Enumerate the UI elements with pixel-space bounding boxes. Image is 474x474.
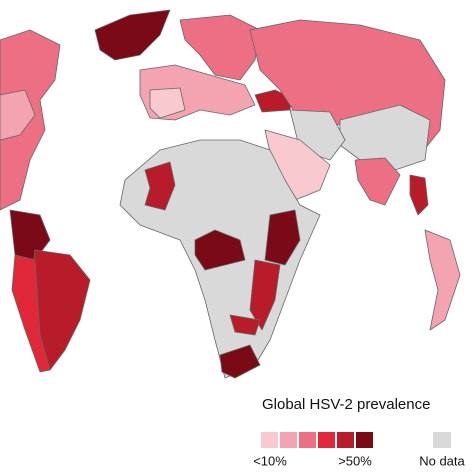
central-africa-region	[194, 229, 246, 271]
legend-swatch	[337, 432, 354, 448]
china	[339, 104, 431, 171]
globe	[0, 9, 461, 379]
south-africa-region	[219, 344, 261, 379]
east-africa-region	[264, 209, 301, 266]
legend-swatch	[318, 432, 335, 448]
andes-region	[11, 254, 51, 373]
scandinavia	[179, 14, 261, 81]
legend-no-data-label: No data	[419, 453, 465, 468]
legend: Global HSV-2 prevalence <10% >50% No dat…	[253, 396, 465, 468]
legend-swatch	[261, 432, 278, 448]
legend-high-label: >50%	[338, 453, 372, 468]
west-africa-region	[144, 161, 176, 211]
southeast-africa-region	[249, 259, 281, 331]
no-data-swatch	[433, 432, 451, 448]
greenland	[94, 9, 171, 61]
legend-low-label: <10%	[253, 453, 287, 468]
legend-swatch	[280, 432, 297, 448]
india	[354, 157, 401, 206]
legend-swatch	[299, 432, 316, 448]
southeast-asia	[409, 174, 429, 216]
south-central-africa-region	[229, 314, 261, 336]
north-america-east	[0, 89, 36, 141]
legend-swatch	[356, 432, 373, 448]
indonesia-philippines	[424, 229, 461, 331]
legend-title: Global HSV-2 prevalence	[262, 396, 430, 413]
iberia	[149, 87, 186, 119]
legend-swatches	[261, 432, 373, 448]
colombia-region	[9, 209, 51, 261]
